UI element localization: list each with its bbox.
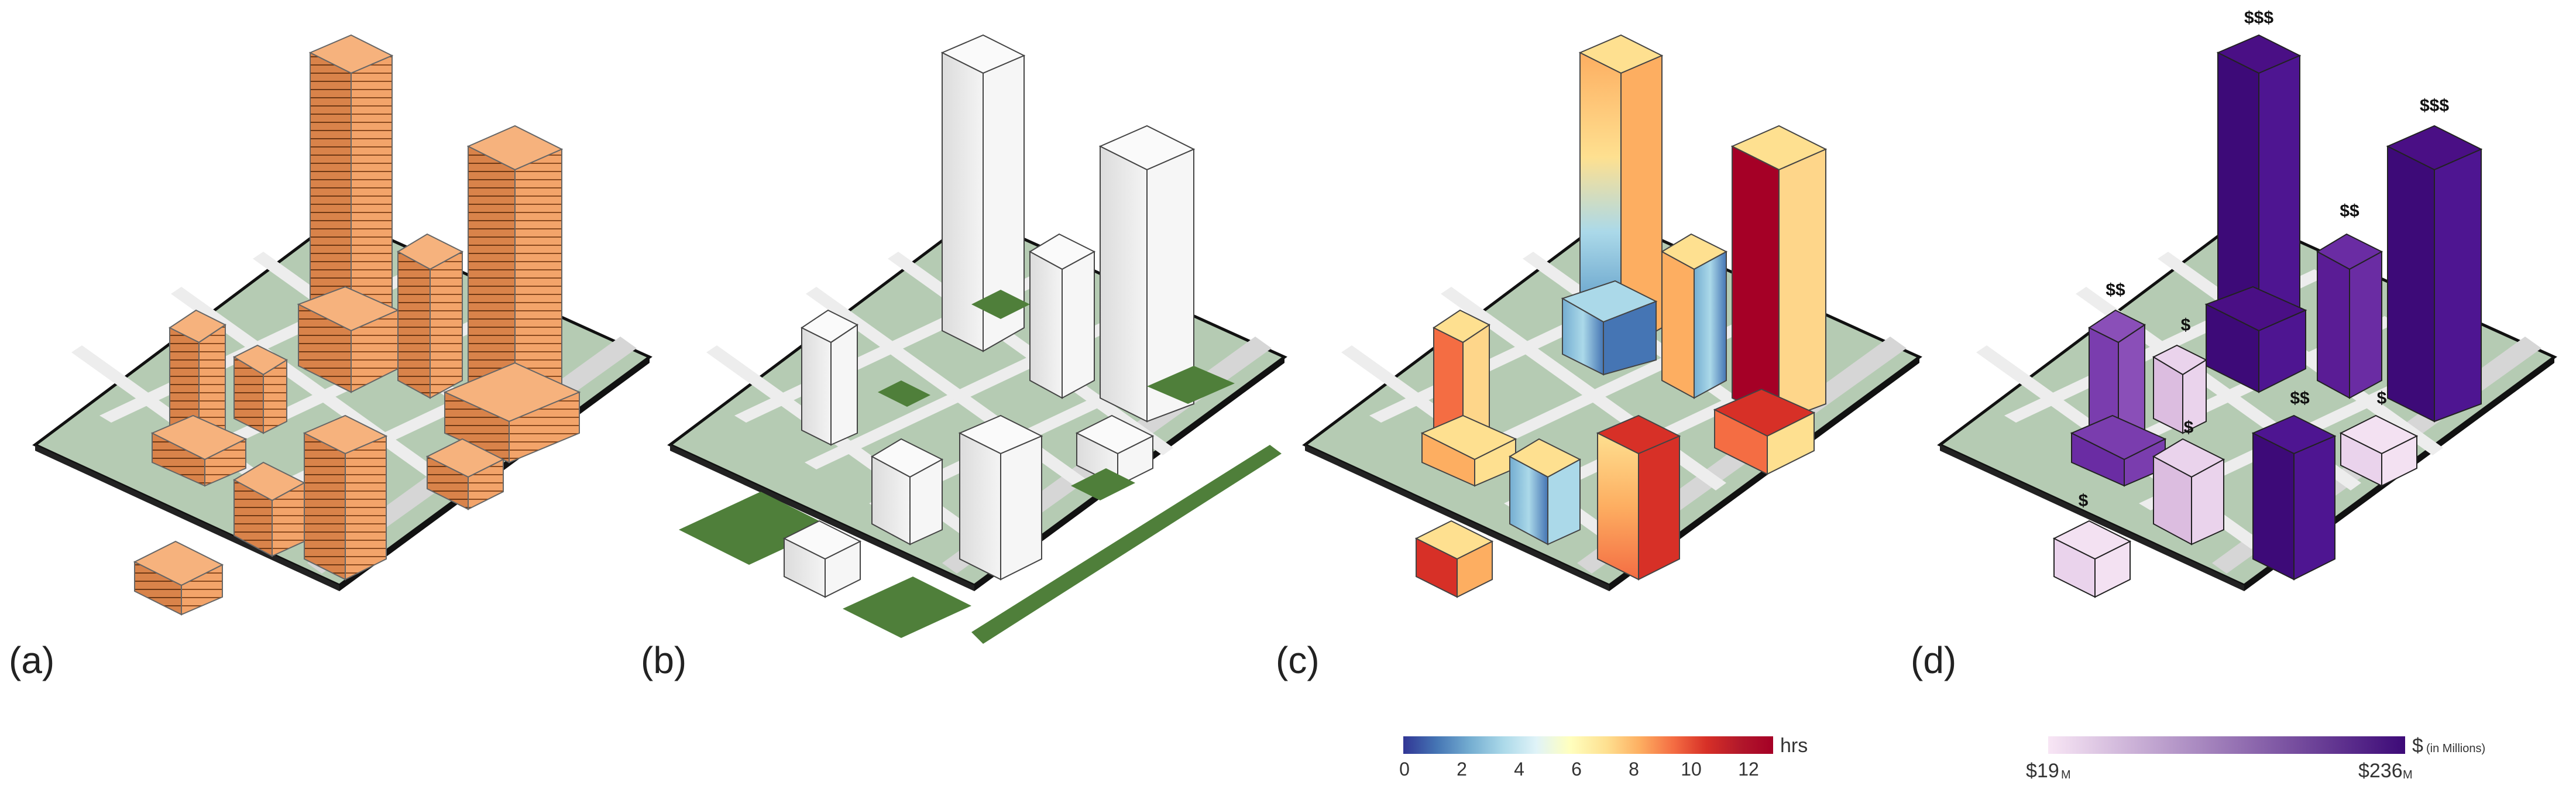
panel-a: (a) [9, 34, 650, 681]
sunlight-tick: 12 [1738, 759, 1759, 780]
value-marker: $ [2377, 389, 2387, 408]
panel-label-c: (c) [1276, 639, 1320, 681]
value-marker: $$ [2340, 201, 2359, 221]
sunlight-tick: 4 [1514, 759, 1524, 780]
value-min-label: $19 [2026, 760, 2059, 782]
value-marker: $ [2181, 315, 2191, 335]
panel-label-a: (a) [9, 639, 54, 681]
sunlight-buildings [1414, 34, 1828, 598]
value-max-label: $236 [2358, 760, 2403, 782]
panel-label-d: (d) [1911, 639, 1956, 681]
value-marker: $$$ [2420, 96, 2449, 115]
sunlight-colorbar [1403, 736, 1773, 754]
massing-buildings [133, 34, 581, 616]
value-legend: $ (in Millions) $19 M $236 M [2026, 735, 2485, 782]
green-park [843, 577, 971, 638]
panel-label-b: (b) [641, 639, 686, 681]
sunlight-tick: 2 [1457, 759, 1467, 780]
sunlight-legend: hrs 0 2 4 6 8 10 12 [1399, 735, 1808, 780]
value-marker: $$ [2106, 280, 2125, 300]
value-marker: $$$ [2244, 8, 2273, 28]
green-park [679, 492, 831, 565]
value-marker: $ [2184, 418, 2194, 437]
value-unit: $ [2412, 735, 2423, 757]
panel-b: (b) [641, 34, 1284, 681]
sunlight-tick: 10 [1681, 759, 1702, 780]
sunlight-unit: hrs [1780, 735, 1808, 757]
green-strip [971, 445, 1282, 644]
sunlight-tick: 0 [1399, 759, 1410, 780]
sunlight-tick: 6 [1571, 759, 1582, 780]
value-max-sub: M [2403, 769, 2413, 781]
white-buildings [782, 34, 1235, 598]
panel-c: (c) hrs 0 2 4 6 8 10 12 [1276, 34, 1919, 780]
value-marker: $$ [2290, 389, 2310, 408]
value-unit-note: (in Millions) [2426, 742, 2485, 755]
value-colorbar [2048, 736, 2405, 754]
value-buildings [2052, 34, 2483, 598]
sunlight-tick: 8 [1629, 759, 1639, 780]
value-marker: $ [2079, 491, 2089, 510]
panel-d: $$$ $$$ $$ $$ $ $$ $ $ $ (d) $ (in Milli… [1911, 8, 2554, 782]
value-min-sub: M [2061, 769, 2071, 781]
